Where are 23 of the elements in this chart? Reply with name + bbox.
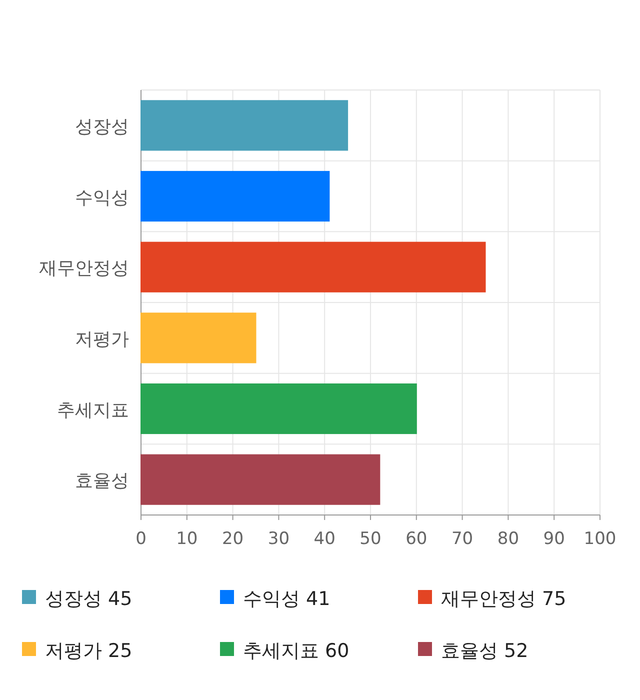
y-tick-label: 재무안정성 [39, 258, 129, 280]
x-tick-label: 90 [543, 529, 565, 549]
x-tick-label: 20 [222, 529, 244, 549]
y-tick-label: 추세지표 [57, 400, 129, 421]
x-tick-label: 10 [176, 529, 198, 549]
x-tick-label: 60 [406, 529, 428, 549]
x-tick-label: 40 [314, 529, 336, 549]
y-tick-label: 성장성 [75, 116, 129, 138]
legend-label: 재무안정성 75 [441, 588, 566, 610]
y-tick-label: 저평가 [75, 328, 129, 350]
x-tick-label: 0 [136, 529, 146, 549]
legend-label: 저평가 25 [45, 640, 132, 662]
y-tick-label: 수익성 [75, 187, 129, 208]
y-tick-label: 효율성 [75, 470, 129, 492]
legend-label: 추세지표 60 [243, 640, 350, 662]
x-tick-label: 50 [360, 529, 382, 549]
legend-label: 성장성 45 [45, 588, 132, 610]
legend-label: 수익성 41 [243, 588, 330, 610]
x-tick-label: 70 [451, 529, 474, 549]
x-tick-label: 100 [584, 529, 616, 549]
x-tick-label: 30 [268, 529, 290, 549]
legend-label: 효율성 52 [441, 640, 528, 662]
x-tick-label: 80 [497, 529, 520, 549]
